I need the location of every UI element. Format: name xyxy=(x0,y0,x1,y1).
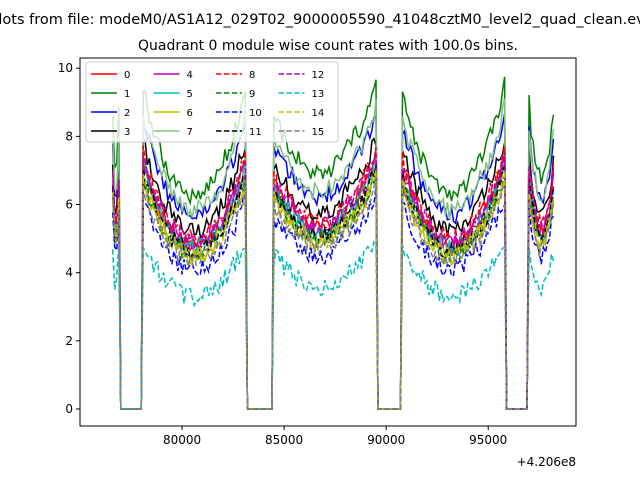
series-line-15 xyxy=(111,180,555,410)
legend-label-0: 0 xyxy=(124,70,130,81)
series-line-14 xyxy=(111,170,555,410)
y-tick-label: 6 xyxy=(65,198,73,212)
legend-label-2: 2 xyxy=(124,108,130,119)
series-line-3 xyxy=(111,136,555,410)
legend-label-15: 15 xyxy=(312,127,325,138)
series-line-7 xyxy=(111,98,555,410)
y-tick-label: 2 xyxy=(65,334,73,348)
legend-label-12: 12 xyxy=(312,70,325,81)
x-tick-label: 95000 xyxy=(469,433,507,447)
legend-box xyxy=(85,61,339,143)
y-tick-label: 8 xyxy=(65,129,73,143)
legend-label-14: 14 xyxy=(312,108,325,119)
legend-label-11: 11 xyxy=(249,127,262,138)
y-tick-label: 4 xyxy=(65,266,73,280)
legend-label-3: 3 xyxy=(124,127,130,138)
plot-series-group xyxy=(111,76,555,410)
x-offset-label: +4.206e8 xyxy=(517,455,576,469)
legend-label-6: 6 xyxy=(187,108,193,119)
chart-title: Quadrant 0 module wise count rates with … xyxy=(138,38,518,54)
y-tick-label: 10 xyxy=(58,61,73,75)
legend-label-4: 4 xyxy=(187,70,193,81)
series-line-13 xyxy=(111,239,555,410)
legend-label-10: 10 xyxy=(249,108,262,119)
y-tick-label: 0 xyxy=(65,402,73,416)
series-line-10 xyxy=(111,186,555,410)
legend-label-7: 7 xyxy=(187,127,193,138)
x-axis: 80000 85000 90000 95000 xyxy=(163,426,507,447)
figure-suptitle: Plots from file: modeM0/AS1A12_029T02_90… xyxy=(0,12,640,28)
x-tick-label: 80000 xyxy=(163,433,201,447)
y-axis: 0 2 4 6 8 10 xyxy=(58,61,80,416)
legend-label-8: 8 xyxy=(249,70,255,81)
series-line-12 xyxy=(111,154,555,410)
plot-frame xyxy=(79,57,577,427)
series-line-2 xyxy=(111,113,555,410)
x-tick-label: 90000 xyxy=(367,433,405,447)
legend-label-13: 13 xyxy=(312,89,325,100)
series-line-1 xyxy=(111,76,555,410)
legend-label-5: 5 xyxy=(187,89,193,100)
x-tick-label: 85000 xyxy=(265,433,303,447)
series-line-4 xyxy=(111,153,555,410)
legend-label-1: 1 xyxy=(124,89,130,100)
legend-label-9: 9 xyxy=(249,89,255,100)
